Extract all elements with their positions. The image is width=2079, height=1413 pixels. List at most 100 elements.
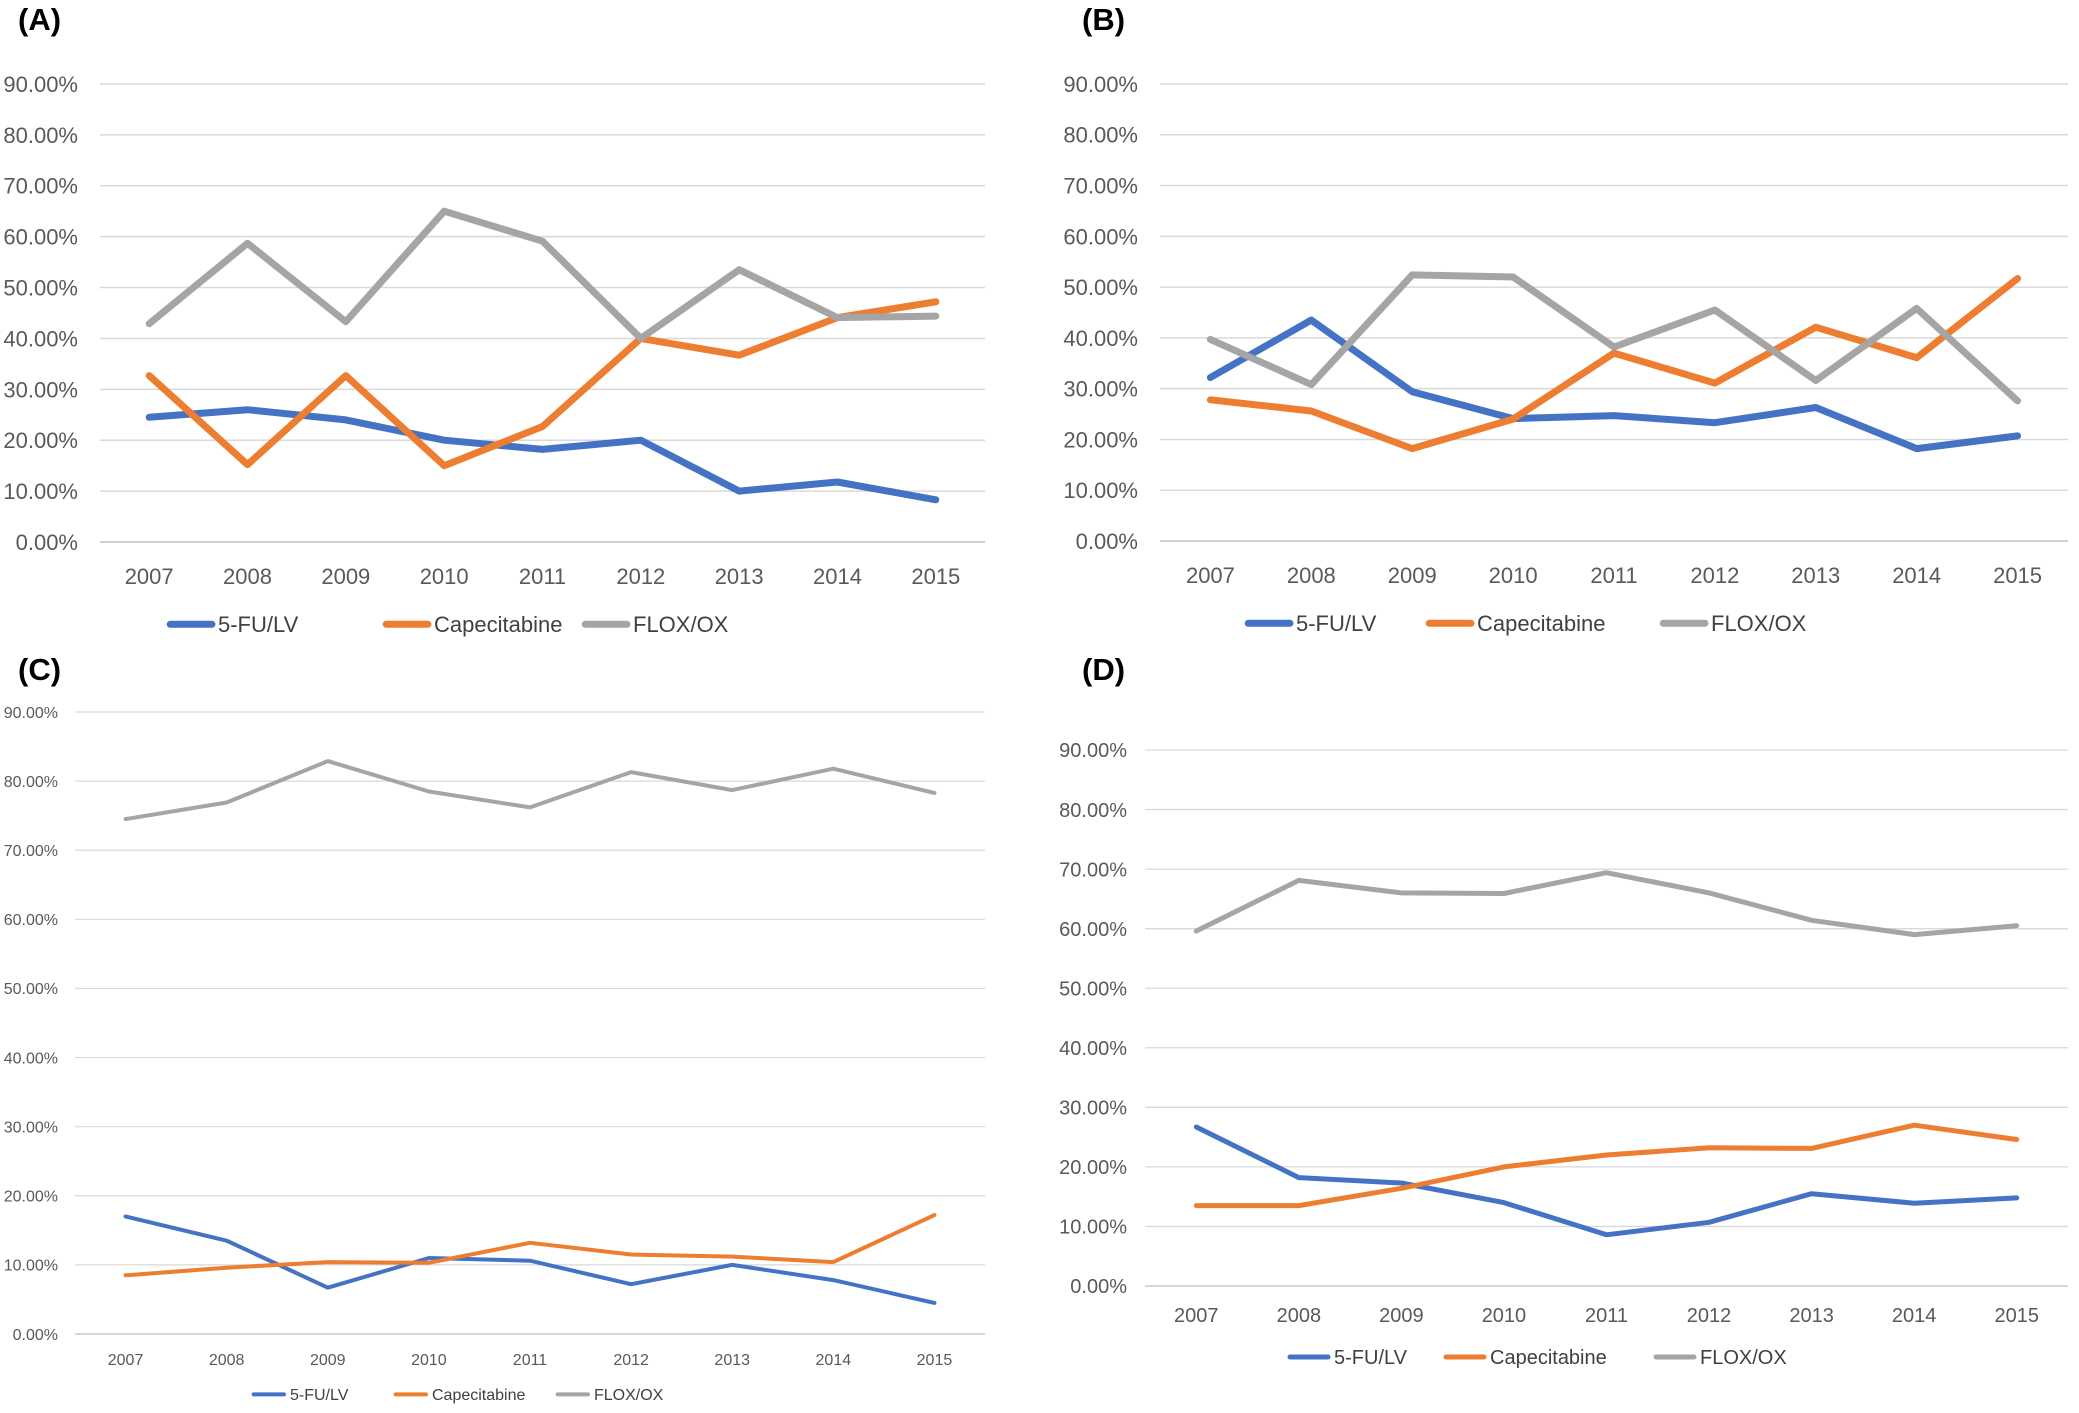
chart-panel-a: (A) 0.00% 10.00% 20.00% 30.00% 40.00% 50.00% 60… [3,2,985,637]
y-tick-label: 90.00% [3,72,78,97]
y-tick-label: 30.00% [4,1119,58,1136]
x-tick-label: 2014 [816,1352,852,1369]
x-tick-label: 2008 [1277,1305,1322,1327]
legend-label: FLOX/OX [633,612,729,637]
y-tick-label: 70.00% [1059,859,1127,881]
x-tick-label: 2013 [1791,563,1840,588]
y-tick-label: 90.00% [1063,72,1138,97]
y-tick-label: 0.00% [16,530,78,555]
x-tick-label: 2008 [223,564,272,589]
x-tick-label: 2015 [917,1352,953,1369]
y-tick-label: 0.00% [1070,1276,1127,1298]
y-tick-label: 60.00% [1059,919,1127,941]
y-tick-label: 50.00% [1063,275,1138,300]
x-tick-label: 2011 [513,1352,548,1369]
x-tick-label: 2007 [1174,1305,1219,1327]
y-tick-label: 80.00% [1063,123,1138,148]
legend-label: Capecitabine [432,1387,526,1404]
y-tick-label: 70.00% [4,843,58,860]
legend-label: FLOX/OX [1700,1347,1787,1369]
series-line-5-fu-lv [1206,316,2022,453]
x-tick-label: 2011 [1590,563,1637,588]
x-tick-label: 2007 [125,564,174,589]
series-line-5-fu-lv [1193,1124,2020,1238]
legend-label: 5-FU/LV [1296,611,1377,636]
legend-label: FLOX/OX [594,1387,664,1404]
y-tick-label: 70.00% [3,174,78,199]
series-line-capecitabine [1193,1122,2020,1209]
y-tick-label: 60.00% [1063,224,1138,249]
x-tick-label: 2008 [1287,563,1336,588]
y-tick-label: 30.00% [1063,377,1138,402]
x-tick-label: 2007 [108,1352,144,1369]
panel-label: (C) [18,652,61,687]
y-tick-label: 20.00% [1063,427,1138,452]
y-tick-label: 0.00% [1076,529,1138,554]
y-tick-label: 40.00% [4,1050,58,1067]
series-line-capecitabine [123,1213,937,1278]
y-tick-label: 80.00% [3,123,78,148]
x-tick-label: 2015 [1994,1305,2039,1327]
y-tick-label: 40.00% [1063,326,1138,351]
series-line-capecitabine [145,298,940,470]
panel-label: (B) [1082,2,1125,37]
x-tick-label: 2014 [813,564,862,589]
y-tick-label: 90.00% [4,705,58,722]
y-tick-label: 50.00% [4,981,58,998]
y-tick-label: 60.00% [4,912,58,929]
x-tick-label: 2015 [1993,563,2042,588]
y-tick-label: 30.00% [3,377,78,402]
y-tick-label: 10.00% [1063,478,1138,503]
y-tick-label: 0.00% [13,1327,58,1344]
x-tick-label: 2010 [420,564,469,589]
panel-label: (D) [1082,652,1125,687]
y-tick-label: 50.00% [3,275,78,300]
x-tick-label: 2009 [310,1352,346,1369]
x-tick-label: 2012 [1687,1305,1732,1327]
y-tick-label: 40.00% [3,326,78,351]
x-tick-label: 2010 [411,1352,447,1369]
series-line-flox-ox [1206,271,2022,405]
legend-label: Capecitabine [1477,611,1605,636]
x-tick-label: 2011 [519,564,566,589]
x-tick-label: 2013 [715,564,764,589]
series-line-flox-ox [145,207,940,342]
series-line-flox-ox [123,759,937,822]
x-tick-label: 2011 [1585,1305,1628,1327]
series-line-capecitabine [1206,275,2022,453]
chart-panel-d: (D) 0.00% 10.00% 20.00% 30.00% 40.00% 50.00% 60… [1059,652,2068,1369]
chart-panel-b: (B) 0.00% 10.00% 20.00% 30.00% 40.00% 50.00% 60… [1063,2,2068,636]
series-line-flox-ox [1193,870,2020,938]
x-tick-label: 2009 [321,564,370,589]
x-tick-label: 2013 [1789,1305,1834,1327]
x-tick-label: 2010 [1489,563,1538,588]
legend-label: FLOX/OX [1711,611,1807,636]
y-tick-label: 20.00% [1059,1157,1127,1179]
y-tick-label: 60.00% [3,225,78,250]
y-tick-label: 80.00% [4,774,58,791]
legend-label: 5-FU/LV [290,1387,349,1404]
y-tick-label: 50.00% [1059,978,1127,1000]
legend-label: Capecitabine [434,612,562,637]
x-tick-label: 2009 [1379,1305,1424,1327]
x-tick-label: 2008 [209,1352,245,1369]
y-tick-label: 30.00% [1059,1098,1127,1120]
x-tick-label: 2014 [1892,1305,1937,1327]
series-line-5-fu-lv [123,1214,937,1305]
y-tick-label: 10.00% [4,1258,58,1275]
y-tick-label: 90.00% [1059,740,1127,762]
x-tick-label: 2014 [1892,563,1941,588]
x-tick-label: 2009 [1388,563,1437,588]
y-tick-label: 40.00% [1059,1038,1127,1060]
legend-label: Capecitabine [1490,1347,1607,1369]
legend-label: 5-FU/LV [1334,1347,1408,1369]
legend-label: 5-FU/LV [218,612,299,637]
y-tick-label: 20.00% [4,1189,58,1206]
y-tick-label: 70.00% [1063,173,1138,198]
chart-panel-c: (C) 0.00% 10.00% 20.00% 30.00% 40.00% 50.00% 60… [4,652,985,1404]
x-tick-label: 2012 [1690,563,1739,588]
y-tick-label: 20.00% [3,428,78,453]
y-tick-label: 80.00% [1059,800,1127,822]
x-tick-label: 2012 [616,564,665,589]
